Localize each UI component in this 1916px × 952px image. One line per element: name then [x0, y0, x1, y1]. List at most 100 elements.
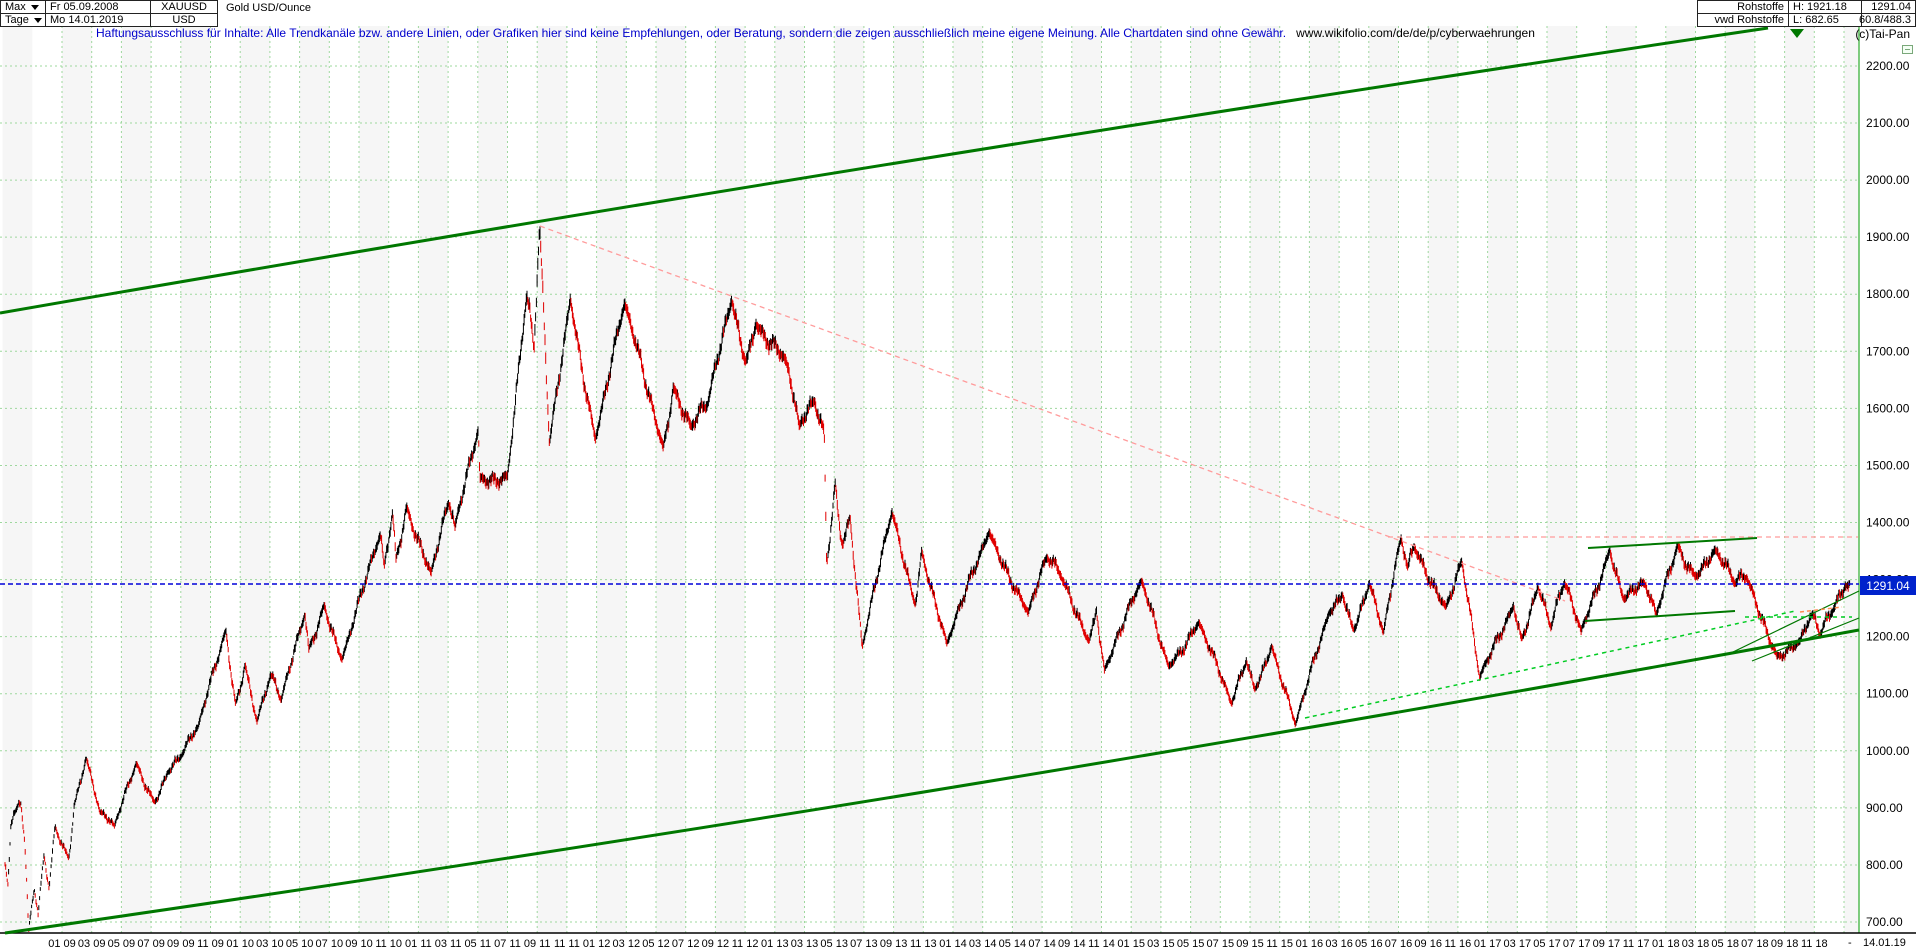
copyright-label: (c)Tai-Pan [1855, 27, 1910, 41]
svg-text:2200.00: 2200.00 [1866, 59, 1910, 73]
feed-cell: vwd Rohstoffe [1697, 13, 1789, 27]
high-value: H: 1921.18 [1793, 1, 1847, 13]
low-value: L: 682.65 [1793, 14, 1839, 26]
svg-text:01 12: 01 12 [583, 938, 611, 950]
svg-text:07 14: 07 14 [1028, 938, 1056, 950]
svg-text:1500.00: 1500.00 [1866, 458, 1910, 472]
svg-text:11 11: 11 11 [554, 938, 580, 950]
svg-text:09 16: 09 16 [1414, 938, 1442, 950]
svg-text:05 11: 05 11 [464, 938, 491, 950]
period-dropdown-label: Tage [5, 14, 29, 26]
svg-text:05 09: 05 09 [108, 938, 136, 950]
svg-text:01 16: 01 16 [1296, 938, 1324, 950]
svg-text:05 16: 05 16 [1355, 938, 1383, 950]
svg-text:07 09: 07 09 [137, 938, 165, 950]
range-stat: 60.8/488.3 [1859, 14, 1911, 26]
background-stripes [2, 26, 1859, 933]
svg-text:11 15: 11 15 [1266, 938, 1293, 950]
symbol: XAUUSD [161, 1, 207, 13]
svg-text:05 12: 05 12 [642, 938, 670, 950]
svg-text:03 17: 03 17 [1504, 938, 1532, 950]
svg-text:1600.00: 1600.00 [1866, 401, 1910, 415]
disclaimer-text: Haftungsausschluss für Inhalte: Alle Tre… [96, 26, 1287, 40]
svg-text:11 16: 11 16 [1445, 938, 1472, 950]
start-date-cell: Fr 05.09.2008 [45, 0, 151, 14]
svg-text:09 09: 09 09 [167, 938, 195, 950]
x-axis-end-date: 14.01.19 [1863, 937, 1906, 949]
svg-text:07 12: 07 12 [672, 938, 700, 950]
svg-text:11 14: 11 14 [1088, 938, 1115, 950]
svg-text:07 16: 07 16 [1385, 938, 1413, 950]
feed-label: vwd Rohstoffe [1714, 14, 1784, 26]
svg-text:1400.00: 1400.00 [1866, 516, 1910, 530]
svg-text:900.00: 900.00 [1866, 801, 1903, 815]
svg-text:03 14: 03 14 [969, 938, 997, 950]
svg-text:1700.00: 1700.00 [1866, 344, 1910, 358]
svg-text:07 13: 07 13 [850, 938, 878, 950]
x-axis-end-date-text: 14.01.19 [1863, 937, 1906, 949]
svg-text:07 15: 07 15 [1207, 938, 1235, 950]
last-price-cell: 1291.04 [1861, 0, 1916, 14]
svg-text:01 17: 01 17 [1474, 938, 1502, 950]
svg-text:09 14: 09 14 [1058, 938, 1086, 950]
svg-text:05 10: 05 10 [286, 938, 314, 950]
svg-text:01 09: 01 09 [48, 938, 76, 950]
window-collapse-icon[interactable] [1902, 45, 1913, 54]
svg-text:07 18: 07 18 [1741, 938, 1769, 950]
svg-text:03 18: 03 18 [1682, 938, 1710, 950]
svg-text:09 13: 09 13 [880, 938, 908, 950]
svg-text:11 12: 11 12 [732, 938, 759, 950]
high-value-cell: H: 1921.18 [1788, 0, 1862, 14]
svg-text:1100.00: 1100.00 [1866, 687, 1909, 701]
svg-text:11 10: 11 10 [375, 938, 402, 950]
svg-text:05 18: 05 18 [1711, 938, 1739, 950]
svg-text:05 14: 05 14 [999, 938, 1027, 950]
svg-text:05 13: 05 13 [820, 938, 848, 950]
svg-text:07 11: 07 11 [494, 938, 521, 950]
group-label: Rohstoffe [1737, 1, 1784, 13]
range-stat-cell: 60.8/488.3 [1859, 13, 1916, 27]
period-dropdown[interactable]: Tage [0, 13, 46, 27]
svg-text:03 16: 03 16 [1325, 938, 1353, 950]
current-price-badge: 1291.04 [1860, 576, 1916, 595]
svg-text:1800.00: 1800.00 [1866, 287, 1910, 301]
svg-text:1900.00: 1900.00 [1866, 230, 1910, 244]
copyright-text: (c)Tai-Pan [1855, 27, 1910, 41]
price-axis-labels: 2200.00 2100.00 2000.00 1900.00 1800.00 1700.… [1866, 59, 1910, 929]
svg-text:800.00: 800.00 [1866, 858, 1903, 872]
time-axis-labels: 01 09 03 09 05 09 07 09 09 09 11 09 01 10 03 10… [48, 938, 1827, 950]
end-date-cell: Mo 14.01.2019 [45, 13, 151, 27]
svg-text:700.00: 700.00 [1866, 915, 1903, 929]
symbol-cell: XAUUSD [150, 0, 218, 14]
svg-text:07 10: 07 10 [316, 938, 344, 950]
svg-text:01 13: 01 13 [761, 938, 789, 950]
group-cell: Rohstoffe [1697, 0, 1789, 14]
current-price-value: 1291.04 [1866, 578, 1910, 593]
chevron-down-icon [30, 4, 39, 10]
svg-text:09 12: 09 12 [702, 938, 730, 950]
svg-text:03 11: 03 11 [435, 938, 462, 950]
svg-text:11 17: 11 17 [1623, 938, 1650, 950]
svg-text:1000.00: 1000.00 [1866, 744, 1910, 758]
svg-text:03 09: 03 09 [78, 938, 106, 950]
trendlines [0, 26, 1860, 935]
svg-text:01 11: 01 11 [405, 938, 432, 950]
svg-text:01 10: 01 10 [226, 938, 254, 950]
svg-text:11 09: 11 09 [197, 938, 224, 950]
svg-text:03 13: 03 13 [791, 938, 819, 950]
svg-text:09 11: 09 11 [524, 938, 551, 950]
end-date: Mo 14.01.2019 [50, 14, 124, 26]
range-dropdown-label: Max [5, 1, 26, 13]
low-value-cell: L: 682.65 [1788, 13, 1862, 27]
disclaimer-link[interactable]: www.wikifolio.com/de/de/p/cyberwaehrunge… [1296, 26, 1535, 40]
svg-text:09 18: 09 18 [1771, 938, 1799, 950]
svg-text:03 10: 03 10 [256, 938, 284, 950]
price-bars [4, 226, 1851, 932]
chevron-down-icon [33, 17, 42, 23]
svg-text:2000.00: 2000.00 [1866, 173, 1910, 187]
svg-text:1200.00: 1200.00 [1866, 630, 1910, 644]
svg-text:05 17: 05 17 [1533, 938, 1561, 950]
range-dropdown[interactable]: Max [0, 0, 46, 14]
